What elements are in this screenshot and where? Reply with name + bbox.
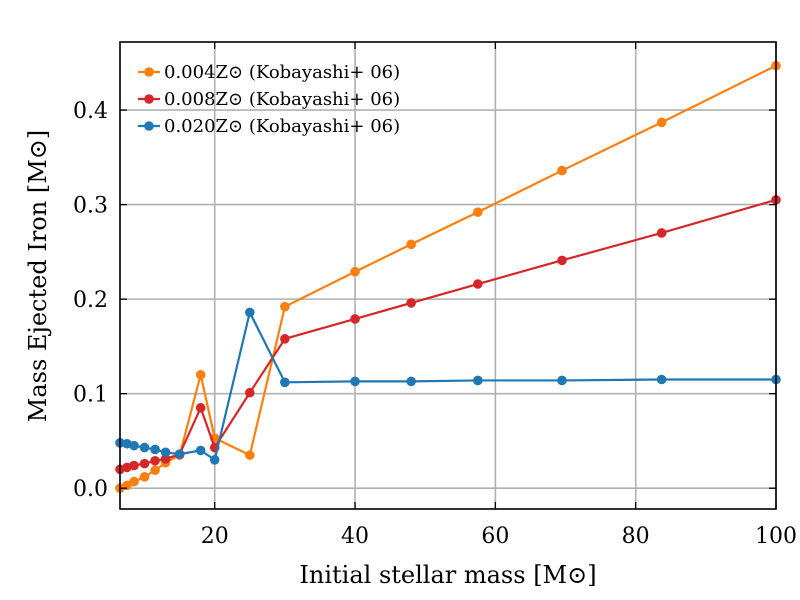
data-point: [195, 445, 206, 456]
y-tick-label: 0.1: [73, 383, 108, 408]
legend-marker: [144, 94, 154, 104]
data-point: [406, 376, 416, 387]
data-point: [350, 266, 360, 277]
data-point: [656, 117, 667, 128]
x-axis-label: Initial stellar mass [M⊙]: [299, 561, 596, 589]
data-point: [350, 376, 360, 387]
data-point: [280, 301, 290, 312]
data-point: [473, 207, 483, 217]
data-point: [406, 298, 416, 308]
data-point: [656, 228, 667, 238]
tick-marks: [120, 42, 777, 509]
y-axis-label: Mass Ejected Iron [M⊙]: [24, 130, 52, 423]
data-point: [129, 476, 139, 487]
data-point: [244, 307, 255, 318]
legend-marker: [144, 67, 154, 77]
legend: 0.004Z⊙ (Kobayashi+ 06) 0.008Z⊙ (Kobayash…: [138, 62, 400, 137]
data-point: [557, 165, 567, 176]
data-point: [406, 239, 416, 250]
data-point: [129, 460, 139, 471]
data-point: [174, 449, 185, 459]
data-point: [150, 444, 160, 455]
data-point: [209, 455, 220, 465]
data-point: [656, 374, 667, 385]
series-2: [115, 307, 781, 465]
data-point: [160, 447, 171, 458]
x-tick-label: 60: [481, 524, 509, 549]
x-tick-label: 80: [622, 524, 650, 549]
data-point: [557, 375, 567, 386]
x-tick-label: 20: [201, 524, 229, 549]
series-layer: [115, 60, 781, 494]
data-point: [280, 377, 290, 388]
legend-label: 0.008Z⊙ (Kobayashi+ 06): [164, 89, 400, 110]
data-point: [139, 472, 150, 482]
y-tick-label: 0.2: [73, 288, 108, 313]
data-point: [139, 458, 150, 469]
legend-marker: [144, 121, 154, 131]
y-tick-label: 0.3: [73, 194, 108, 219]
data-point: [350, 314, 360, 324]
x-tick-label: 100: [755, 524, 797, 549]
tick-labels: 20 40 60 80 100 0.0 0.1 0.2 0.3 0.4: [73, 99, 797, 549]
data-point: [129, 440, 139, 451]
series-line: [119, 198, 777, 471]
data-point: [557, 255, 567, 266]
data-point: [195, 403, 206, 413]
legend-label: 0.020Z⊙ (Kobayashi+ 06): [164, 116, 400, 137]
data-point: [280, 334, 290, 344]
legend-label: 0.004Z⊙ (Kobayashi+ 06): [164, 62, 400, 83]
data-point: [150, 465, 160, 476]
data-point: [473, 279, 483, 289]
y-tick-label: 0.0: [73, 477, 108, 502]
data-point: [195, 369, 206, 380]
x-tick-label: 40: [341, 524, 369, 549]
plot-frame: [119, 41, 777, 510]
data-point: [473, 375, 483, 386]
y-tick-label: 0.4: [73, 99, 108, 124]
data-point: [244, 450, 255, 460]
data-point: [150, 455, 160, 466]
data-point: [244, 387, 255, 398]
data-point: [160, 454, 171, 464]
data-point: [139, 442, 150, 453]
